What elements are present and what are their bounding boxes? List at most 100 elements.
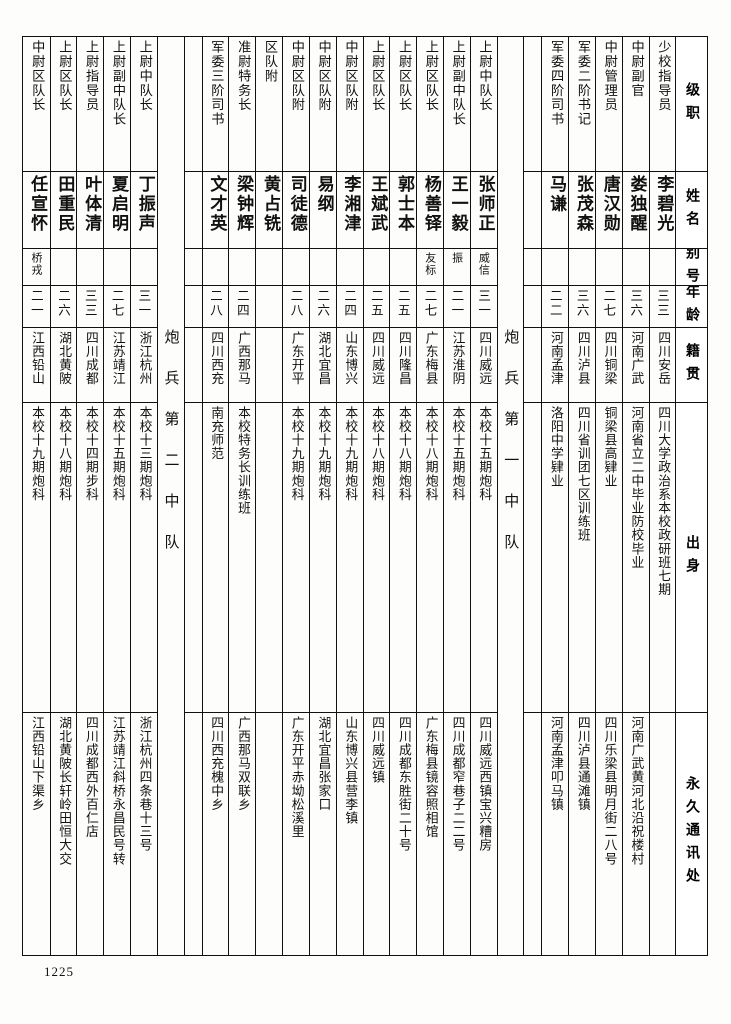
cell-addr: 浙江杭州四条巷十三号: [131, 713, 157, 953]
cell-rank: 中尉区队附: [336, 37, 363, 172]
cell-rank: 中尉区队附: [283, 37, 309, 172]
cell-addr: 四川乐梁县明月街二八号: [596, 713, 622, 953]
cell-name: 文才英: [202, 172, 229, 249]
cell-age-text: 三六: [628, 289, 644, 318]
cell-origin-text: 本校十八期炮科: [395, 406, 411, 502]
cell-origin: 本校十八期炮科: [390, 403, 417, 713]
cell-addr: 湖北黄陂长轩岭田恒大交: [51, 713, 77, 953]
cell-age: 三一: [470, 286, 497, 328]
cell-addr-text: 广东梅县镜容照相馆: [422, 716, 438, 839]
cell-rank-text: 上尉区队长: [396, 40, 412, 112]
cell-native-text: 江西铅山: [28, 331, 44, 386]
cell-rank: 军委二阶书记: [569, 37, 595, 172]
cell-native: [256, 328, 283, 403]
cell-addr-text: 河南孟津叩马镇: [547, 716, 563, 812]
cell-alias: [104, 249, 131, 286]
cell-addr: 广东梅县镜容照相馆: [417, 713, 443, 953]
cell-rank-text: 军委四阶司书: [548, 40, 564, 127]
cell-name-text: 易纲: [313, 175, 334, 214]
spacer-cell: [524, 713, 541, 953]
cell-origin-text: 本校特务长训练班: [234, 406, 250, 515]
cell-native-text: 广东开平: [288, 331, 304, 386]
cell-origin-text: 本校十九期炮科: [288, 406, 304, 502]
cell-age: 三一: [131, 286, 157, 328]
cell-name-text: 李碧光: [653, 175, 674, 234]
cell-name-text: 张茂森: [572, 175, 593, 234]
cell-rank: 上尉中队长: [131, 37, 157, 172]
cell-native: 河南广武: [622, 328, 649, 403]
cell-rank: 中尉区队长: [23, 37, 50, 172]
cell-age: 二四: [336, 286, 363, 328]
cell-addr-text: 四川西充槐中乡: [208, 716, 224, 812]
cell-alias: [336, 249, 363, 286]
person-column: 少校指导员 李碧光 三三 四川安岳 四川大学政治系本校政研班七期: [648, 37, 676, 955]
spacer-column: [523, 37, 542, 955]
cell-addr-text: 湖北宜昌张家口: [315, 716, 331, 812]
cell-age: 三三: [77, 286, 104, 328]
cell-origin: 南充师范: [202, 403, 229, 713]
cell-name-text: 娄独醒: [626, 175, 647, 234]
cell-rank: 上尉区队长: [390, 37, 417, 172]
cell-native: 四川隆昌: [390, 328, 417, 403]
cell-addr: 江苏靖江斜桥永昌民号转: [104, 713, 130, 953]
person-column: 军委三阶司书 文才英 二八 四川西充 南充师范 四川西充槐中乡: [201, 37, 229, 955]
cell-native-text: 四川西充: [208, 331, 224, 386]
cell-age-text: 二五: [395, 289, 411, 318]
cell-native: 广东开平: [283, 328, 309, 403]
cell-addr: 四川西充槐中乡: [203, 713, 229, 953]
cell-name: 易纲: [309, 172, 336, 249]
cell-addr: [256, 713, 282, 953]
cell-alias: [283, 249, 309, 286]
cell-age-text: 二一: [28, 289, 44, 318]
cell-rank: 准尉特务长: [229, 37, 256, 172]
cell-native-text: 湖北宜昌: [315, 331, 331, 386]
section-title-text: 炮兵第一中队: [502, 329, 521, 575]
cell-native-text: 山东博兴: [342, 331, 358, 386]
cell-name-text: 田重民: [54, 175, 75, 234]
cell-name: 杨善铎: [417, 172, 443, 249]
spacer-cell: [184, 328, 202, 403]
person-column: 中尉副官 娄独醒 三六 河南广武 河南省立二中毕业防校毕业 河南广武黄河北沿祝楼村: [621, 37, 649, 955]
cell-name: 田重民: [50, 172, 77, 249]
cell-origin-text: 四川省训团七区训练班: [574, 406, 590, 542]
cell-origin-text: 洛阳中学肄业: [547, 406, 563, 488]
cell-addr-text: 湖北黄陂长轩岭田恒大交: [56, 716, 72, 866]
cell-addr-text: 四川威远镇: [369, 716, 385, 784]
cell-native-text: 湖北黄陂: [56, 331, 72, 386]
cell-rank-text: 中尉区队附: [288, 40, 304, 112]
cell-origin: 本校十九期炮科: [23, 403, 50, 713]
cell-age-text: 三一: [136, 289, 152, 318]
cell-age-text: 二八: [288, 289, 304, 318]
row-label-column: 级职 姓名 别号 年龄 籍贯 出身 永久通讯处: [675, 37, 707, 955]
cell-addr-text: 广西那马双联乡: [234, 716, 250, 812]
cell-alias: 友标: [417, 249, 443, 286]
cell-age: [256, 286, 283, 328]
cell-origin-text: 本校十五期炮科: [109, 406, 125, 502]
cell-alias: 桥戎: [23, 249, 50, 286]
cell-origin-text: 本校十八期炮科: [422, 406, 438, 502]
cell-alias-text: 桥戎: [30, 252, 44, 276]
cell-alias: [50, 249, 77, 286]
cell-addr: 四川威远镇: [364, 713, 390, 953]
cell-rank-text: 上尉指导员: [83, 40, 99, 112]
cell-age: 二六: [50, 286, 77, 328]
cell-native-text: 江苏淮阴: [449, 331, 465, 386]
roster-table: 级职 姓名 别号 年龄 籍贯 出身 永久通讯处 少校指导员 李碧光 三三 四川安岳 四川大学政治系本校…: [22, 36, 708, 956]
cell-age-text: 二二: [547, 289, 563, 318]
person-column: 上尉中队长 丁振声 三一 浙江杭州 本校十三期炮科 浙江杭州四条巷十三号: [130, 37, 157, 955]
cell-age: 二二: [542, 286, 569, 328]
cell-origin-text: 本校十五期炮科: [449, 406, 465, 502]
cell-origin: 本校十九期炮科: [309, 403, 336, 713]
cell-rank: 上尉副中队长: [443, 37, 470, 172]
cell-rank-text: 上尉区队长: [422, 40, 438, 112]
cell-rank: 少校指导员: [649, 37, 676, 172]
cell-native: 四川西充: [202, 328, 229, 403]
cell-addr-text: 江苏靖江斜桥永昌民号转: [109, 716, 125, 866]
cell-age-text: 二六: [315, 289, 331, 318]
cell-origin-text: 铜梁县高肄业: [601, 406, 617, 488]
cell-addr-text: 江西铅山下渠乡: [28, 716, 44, 812]
cell-origin: 本校十八期炮科: [363, 403, 390, 713]
spacer-cell: [184, 37, 202, 172]
cell-rank-text: 军委三阶司书: [208, 40, 224, 127]
cell-addr-text: 河南广武黄河北沿祝楼村: [628, 716, 644, 866]
